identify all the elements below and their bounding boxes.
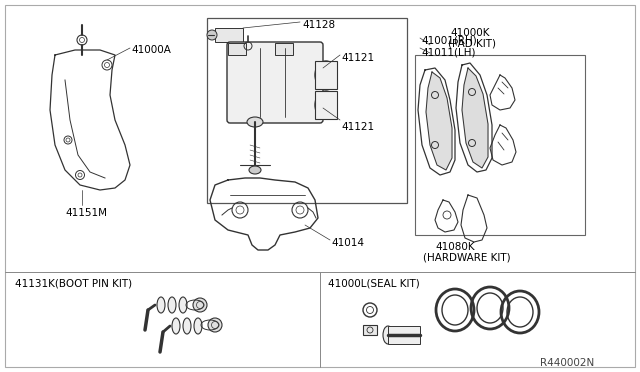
Text: 41014: 41014 <box>331 238 364 248</box>
Ellipse shape <box>172 318 180 334</box>
Text: (PAD KIT): (PAD KIT) <box>448 38 496 48</box>
Text: 41121: 41121 <box>341 53 374 63</box>
Ellipse shape <box>247 117 263 127</box>
Bar <box>207 18 407 203</box>
Bar <box>388 326 420 344</box>
Ellipse shape <box>315 61 337 89</box>
Text: R440002N: R440002N <box>540 358 595 368</box>
Text: 41011(LH): 41011(LH) <box>421 47 476 57</box>
Text: 41000A: 41000A <box>131 45 171 55</box>
Text: 41151M: 41151M <box>65 208 107 218</box>
Text: 41128: 41128 <box>302 20 335 30</box>
Text: 41121: 41121 <box>341 122 374 132</box>
Text: 41131K(BOOT PIN KIT): 41131K(BOOT PIN KIT) <box>15 278 132 288</box>
Polygon shape <box>426 72 452 170</box>
Circle shape <box>193 298 207 312</box>
Bar <box>228 43 246 55</box>
Polygon shape <box>462 68 488 168</box>
Bar <box>315 61 337 89</box>
Ellipse shape <box>315 91 337 119</box>
Ellipse shape <box>383 326 393 344</box>
Ellipse shape <box>179 297 187 313</box>
Text: 41000K: 41000K <box>450 28 490 38</box>
Ellipse shape <box>194 318 202 334</box>
Circle shape <box>207 30 217 40</box>
Ellipse shape <box>183 318 191 334</box>
Text: 41080K: 41080K <box>435 242 475 252</box>
FancyBboxPatch shape <box>227 42 323 123</box>
Circle shape <box>208 318 222 332</box>
Bar <box>415 55 585 235</box>
Bar <box>315 91 337 119</box>
Text: 41000L(SEAL KIT): 41000L(SEAL KIT) <box>328 278 420 288</box>
Text: 41001(RH): 41001(RH) <box>421 35 477 45</box>
Bar <box>275 43 293 55</box>
Ellipse shape <box>249 166 261 174</box>
Ellipse shape <box>157 297 165 313</box>
Ellipse shape <box>168 297 176 313</box>
Bar <box>215 28 243 42</box>
Text: (HARDWARE KIT): (HARDWARE KIT) <box>423 252 511 262</box>
Bar <box>363 325 377 335</box>
